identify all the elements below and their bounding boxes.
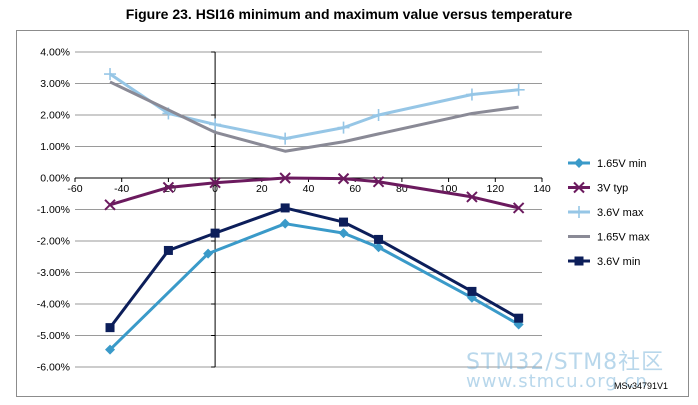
- data-point: [467, 286, 477, 296]
- data-point-stroke: [512, 202, 525, 214]
- y-tick-label: -3.00%: [37, 267, 70, 279]
- data-point: [105, 344, 116, 355]
- data-point: [279, 172, 291, 184]
- watermark-line2: www.stmcu.org.cn: [466, 371, 648, 392]
- data-point-stroke: [279, 172, 291, 184]
- series-line: [109, 176, 519, 210]
- data-point: [374, 234, 384, 244]
- y-tick-label: 3.00%: [40, 78, 70, 90]
- y-tick-label: 0.00%: [40, 173, 70, 185]
- gridlines: [75, 51, 542, 368]
- legend-label: 1.65V min: [597, 158, 647, 170]
- data-point-stroke: [104, 199, 116, 211]
- chart-title: Figure 23. HSI16 minimum and maximum val…: [125, 6, 573, 22]
- data-point: [574, 256, 584, 266]
- x-tick-label: 140: [533, 183, 551, 195]
- x-tick-label: -40: [114, 183, 129, 195]
- y-tick-labels: 4.00% 3.00% 2.00% 1.00% 0.00% -1.00% -2.00% -3.…: [37, 47, 70, 374]
- chart-frame: [16, 30, 689, 397]
- y-tick-label: 2.00%: [40, 110, 70, 122]
- watermark-line1: STM32/STM8社区: [466, 350, 665, 375]
- data-point-stroke: [573, 181, 585, 194]
- data-point: [512, 83, 525, 96]
- legend-item: 1.65V max: [568, 232, 650, 244]
- y-tick-label: -1.00%: [37, 204, 70, 216]
- series-line: [109, 80, 519, 153]
- data-point-stroke: [162, 181, 175, 194]
- data-point: [163, 245, 173, 255]
- data-point-stroke: [466, 191, 478, 203]
- x-tick-label: -60: [67, 183, 82, 195]
- legend-item: 3.6V max: [568, 206, 644, 219]
- series-lines: [104, 68, 525, 355]
- data-point: [337, 121, 350, 134]
- data-point-stroke: [209, 177, 221, 189]
- data-point: [162, 181, 175, 194]
- series-line: [108, 222, 520, 351]
- legend-label: 3V typ: [597, 183, 628, 195]
- data-point: [338, 228, 349, 239]
- legend: 1.65V min 3V typ 3.6V max 1.65V max 3.6V min: [568, 158, 650, 268]
- data-point: [372, 109, 385, 121]
- x-tick-label: 60: [349, 183, 361, 195]
- series-3-6v-min: [105, 203, 524, 333]
- data-point: [280, 203, 290, 213]
- data-point: [105, 323, 115, 333]
- legend-label: 3.6V max: [597, 207, 644, 219]
- y-tick-label: -4.00%: [37, 299, 70, 311]
- figure-reference: MSv34791V1: [614, 381, 669, 391]
- x-tick-labels: -60 -40 -20 0 20 40 60 80 100 120 140: [67, 183, 551, 195]
- legend-label: 3.6V min: [597, 256, 640, 268]
- data-point: [574, 158, 584, 168]
- data-point: [209, 118, 222, 131]
- y-tick-label: 4.00%: [40, 47, 70, 59]
- data-point: [210, 228, 220, 238]
- data-point: [372, 176, 385, 188]
- data-point-stroke: [337, 172, 350, 185]
- legend-item: 3V typ: [568, 181, 628, 195]
- y-tick-label: -6.00%: [37, 362, 70, 374]
- data-point: [466, 191, 478, 203]
- data-point: [104, 68, 117, 81]
- legend-item: 3.6V min: [568, 256, 640, 268]
- data-point: [280, 218, 291, 229]
- data-point: [209, 177, 221, 189]
- series-1-65v-max: [109, 80, 519, 153]
- x-tick-label: 20: [256, 183, 268, 195]
- data-point: [104, 199, 116, 211]
- legend-item: 1.65V min: [568, 158, 647, 170]
- data-point: [573, 181, 585, 194]
- x-tick-label: 40: [303, 183, 315, 195]
- data-point: [512, 202, 525, 214]
- data-point: [339, 217, 349, 227]
- legend-label: 1.65V max: [597, 232, 650, 244]
- data-point: [203, 248, 214, 259]
- y-tick-label: -2.00%: [37, 236, 70, 248]
- data-point: [337, 172, 350, 185]
- x-tick-label: 120: [487, 183, 505, 195]
- data-point: [279, 132, 292, 145]
- series-3v-typ: [104, 172, 525, 214]
- data-point: [373, 242, 384, 253]
- x-tick-label: 0: [212, 183, 218, 195]
- y-tick-label: -5.00%: [37, 330, 70, 342]
- data-point: [573, 206, 585, 218]
- series-line: [108, 206, 520, 329]
- data-point: [465, 88, 478, 101]
- series-3-6v-max: [104, 68, 525, 145]
- data-point: [514, 313, 524, 323]
- x-tick-label: 80: [396, 183, 408, 195]
- data-point-stroke: [372, 176, 385, 188]
- y-tick-label: 1.00%: [40, 141, 70, 153]
